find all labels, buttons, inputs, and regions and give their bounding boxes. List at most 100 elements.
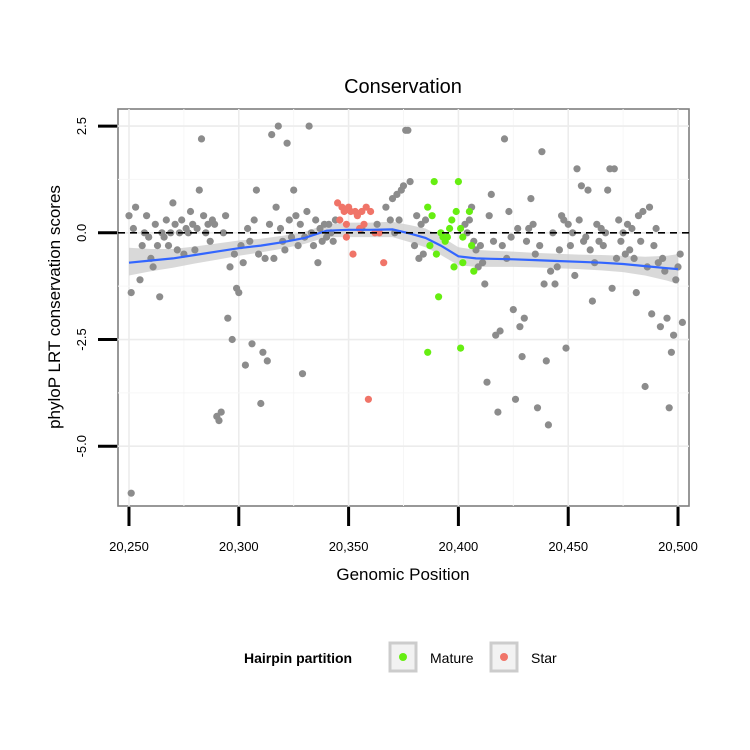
data-point-none (399, 182, 408, 190)
data-point-none (206, 237, 214, 245)
data-point-none (294, 242, 302, 250)
data-point-none (325, 220, 333, 228)
data-point-star (367, 207, 375, 216)
legend-swatch-mature (399, 653, 407, 661)
data-point-none (505, 207, 513, 216)
data-point-none (553, 263, 561, 271)
data-point-none (274, 122, 282, 130)
data-point-none (138, 242, 146, 250)
data-point-none (241, 361, 249, 369)
data-point-star (334, 199, 342, 207)
data-point-none (217, 408, 225, 416)
data-point-mature (446, 224, 454, 233)
smooth-line (128, 228, 679, 271)
data-point-none (413, 212, 421, 220)
data-point-star (336, 216, 344, 224)
x-tick-label: 20,300 (219, 539, 259, 554)
data-point-none (494, 408, 502, 416)
data-point-none (186, 207, 195, 216)
y-tick-label: -2.5 (74, 328, 89, 350)
data-point-none (656, 323, 665, 331)
data-point-none (197, 135, 206, 143)
data-point-none (665, 404, 673, 412)
data-point-mature (448, 216, 456, 224)
data-point-none (290, 186, 298, 194)
data-point-none (562, 344, 570, 352)
legend-label-mature: Mature (430, 650, 474, 666)
x-tick-label: 20,500 (658, 539, 698, 554)
data-point-none (472, 246, 480, 254)
data-point-mature (428, 212, 436, 220)
data-point-none (248, 340, 256, 348)
data-point-none (235, 289, 243, 297)
data-point-star (362, 203, 370, 211)
data-point-none (173, 246, 181, 254)
data-point-none (661, 267, 669, 275)
data-point-star (349, 250, 357, 258)
confidence-ribbon (129, 221, 678, 284)
data-point-none (204, 220, 212, 228)
data-point-none (577, 182, 586, 190)
data-point-none (566, 242, 575, 250)
data-point-none (171, 220, 179, 228)
data-point-none (255, 250, 263, 258)
data-point-none (626, 246, 634, 254)
legend-title: Hairpin partition (244, 650, 352, 666)
data-point-none (538, 148, 546, 156)
data-point-none (511, 395, 520, 403)
data-point-none (329, 237, 337, 245)
data-point-none (406, 178, 414, 186)
data-point-none (615, 216, 623, 224)
data-point-none (641, 382, 649, 391)
data-point-none (143, 212, 151, 220)
data-point-none (230, 250, 238, 258)
data-point-none (544, 421, 553, 429)
data-point-none (670, 331, 678, 339)
data-point-none (298, 370, 307, 378)
data-point-none (522, 237, 531, 245)
data-point-none (564, 220, 572, 228)
data-point-mature (432, 250, 440, 258)
data-point-none (268, 131, 276, 139)
data-point-none (296, 220, 304, 228)
data-point-none (323, 233, 331, 241)
data-point-none (676, 250, 684, 258)
data-point-none (547, 267, 555, 275)
data-point-none (639, 207, 647, 216)
data-point-none (645, 203, 654, 211)
data-point-none (222, 212, 230, 220)
data-point-mature (457, 224, 465, 233)
data-point-none (149, 263, 157, 271)
data-point-none (663, 314, 671, 322)
data-point-none (178, 216, 186, 224)
data-point-mature (424, 348, 432, 356)
data-point-none (283, 139, 291, 147)
legend: Hairpin partition Mature Star (244, 641, 557, 673)
y-axis-label: phyloP LRT conservation scores (45, 185, 64, 429)
data-point-none (601, 229, 610, 237)
data-point-none (191, 246, 199, 254)
data-point-none (127, 489, 135, 497)
data-point-mature (465, 207, 473, 216)
data-point-none (637, 237, 645, 245)
data-point-none (228, 335, 236, 344)
data-point-none (386, 216, 394, 224)
data-point-none (672, 276, 680, 284)
data-point-none (584, 186, 592, 194)
data-point-none (200, 212, 208, 220)
data-point-none (292, 212, 300, 220)
data-point-none (410, 242, 419, 250)
y-tick-label: -5.0 (74, 435, 89, 457)
data-point-none (481, 280, 489, 288)
data-point-none (415, 254, 423, 262)
data-point-star (340, 207, 348, 216)
data-point-none (252, 186, 260, 194)
data-point-none (588, 297, 597, 305)
data-point-none (265, 220, 274, 228)
data-point-none (244, 224, 252, 233)
data-point-none (509, 306, 517, 314)
data-point-none (127, 289, 135, 297)
x-axis-label: Genomic Position (336, 565, 469, 584)
data-point-mature (430, 178, 438, 186)
